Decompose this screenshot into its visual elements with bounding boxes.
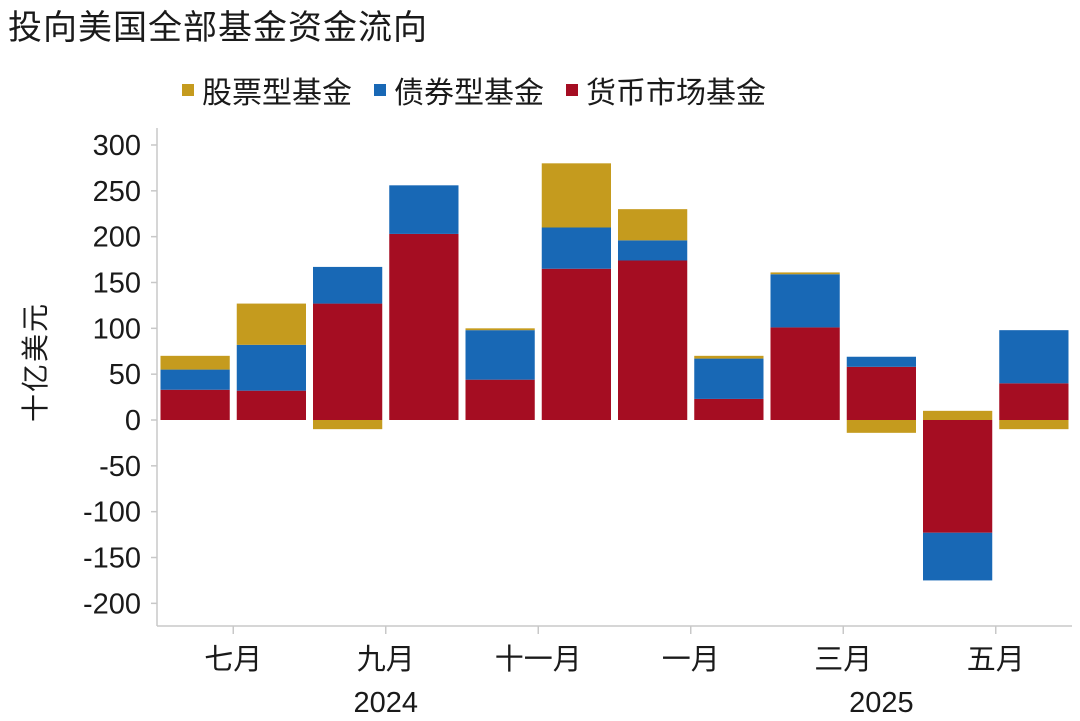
bar-segment-series-0 xyxy=(618,260,688,420)
bar-segment-series-0 xyxy=(160,389,230,420)
bar-segment-series-2 xyxy=(160,355,230,370)
bar-segment-series-0 xyxy=(313,303,383,420)
bar-segment-series-1 xyxy=(999,330,1069,384)
y-tick-label: 100 xyxy=(93,313,141,345)
legend-swatch-bond xyxy=(374,84,386,96)
y-tick-label: 150 xyxy=(93,267,141,299)
x-tick-label: 一月 xyxy=(662,644,720,676)
bar-segment-series-2 xyxy=(313,420,383,430)
x-tick-label: 十一月 xyxy=(495,643,582,676)
bar-segment-series-0 xyxy=(389,233,459,420)
bar-segment-series-2 xyxy=(770,272,840,275)
bar-segment-series-2 xyxy=(923,410,993,420)
y-tick-label: -200 xyxy=(83,588,141,620)
bar-segment-series-1 xyxy=(236,344,306,391)
bar-segment-series-0 xyxy=(770,327,840,420)
legend-label-equity: 股票型基金 xyxy=(202,76,352,111)
bar-segment-series-1 xyxy=(694,358,764,399)
bar-segment-series-1 xyxy=(389,185,459,234)
bar-segment-series-1 xyxy=(770,274,840,328)
legend-label-bond: 债券型基金 xyxy=(394,76,544,111)
legend-label-money-market: 货币市场基金 xyxy=(586,76,766,111)
bar-segment-series-2 xyxy=(846,420,916,433)
year-label-2024: 2024 xyxy=(353,687,418,719)
y-tick-label: -100 xyxy=(83,497,141,529)
chart-title: 投向美国全部基金资金流向 xyxy=(8,8,428,48)
x-tick-label: 三月 xyxy=(814,644,872,676)
legend-item-bond: 债券型基金 xyxy=(374,68,544,112)
legend-swatch-money-market xyxy=(566,84,578,96)
y-tick-label: 300 xyxy=(93,130,141,162)
bar-segment-series-1 xyxy=(923,532,993,581)
x-tick-label: 五月 xyxy=(967,644,1025,676)
bar-segment-series-1 xyxy=(160,369,230,390)
bar-segment-series-0 xyxy=(923,420,993,533)
legend-item-money-market: 货币市场基金 xyxy=(566,68,766,112)
x-tick-label: 九月 xyxy=(357,644,415,676)
y-tick-label: -150 xyxy=(83,543,141,575)
bar-segment-series-2 xyxy=(694,355,764,359)
y-tick-label: 250 xyxy=(93,176,141,208)
bar-segment-series-0 xyxy=(846,366,916,420)
y-tick-label: 50 xyxy=(109,359,141,391)
y-tick-label: 200 xyxy=(93,222,141,254)
bar-segment-series-0 xyxy=(465,379,535,420)
bar-segment-series-2 xyxy=(541,163,611,228)
bar-segment-series-1 xyxy=(541,227,611,269)
legend: 股票型基金 债券型基金 货币市场基金 xyxy=(182,68,788,112)
bar-segment-series-1 xyxy=(846,356,916,367)
bar-segment-series-1 xyxy=(313,266,383,304)
y-tick-label: 0 xyxy=(125,405,141,437)
bar-segment-series-1 xyxy=(618,240,688,261)
bar-segment-series-2 xyxy=(465,328,535,331)
bar-segment-series-1 xyxy=(465,330,535,380)
y-tick-label: -50 xyxy=(99,451,141,483)
bar-segment-series-2 xyxy=(999,420,1069,430)
bar-segment-series-0 xyxy=(541,268,611,420)
bar-segment-series-2 xyxy=(236,303,306,345)
x-tick-label: 七月 xyxy=(204,644,262,676)
year-label-2025: 2025 xyxy=(849,687,914,719)
bar-segment-series-0 xyxy=(236,390,306,420)
bar-segment-series-0 xyxy=(999,383,1069,420)
bar-segment-series-2 xyxy=(618,209,688,241)
bar-segment-series-0 xyxy=(694,398,764,420)
legend-swatch-equity xyxy=(182,84,194,96)
legend-item-equity: 股票型基金 xyxy=(182,68,352,112)
